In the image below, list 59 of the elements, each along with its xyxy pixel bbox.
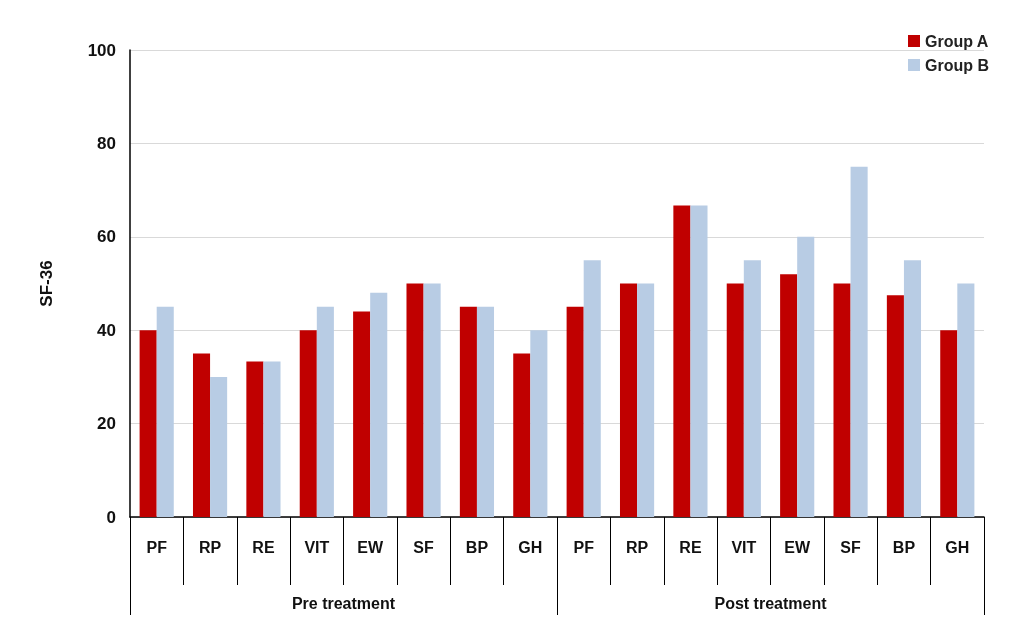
x-tick-label: RP <box>198 538 222 556</box>
bar <box>530 330 548 517</box>
bar <box>780 274 798 517</box>
text: Post treatment <box>714 594 828 612</box>
bar <box>797 236 815 517</box>
bar <box>316 306 334 517</box>
bar <box>957 283 975 517</box>
bar <box>850 166 868 517</box>
x-tick-label: PF <box>573 538 595 556</box>
x-tick-label: BP <box>465 538 489 556</box>
bar <box>353 311 371 517</box>
x-tick-label: PF <box>146 538 168 556</box>
x-tick-label: RE <box>679 538 702 556</box>
bar <box>833 283 851 517</box>
x-tick-label: VIT <box>304 538 330 556</box>
bar <box>637 283 655 517</box>
bar <box>210 376 228 517</box>
x-tick-label: GH <box>945 538 970 556</box>
bar <box>583 260 601 517</box>
x-tick-label: SF <box>413 538 435 556</box>
text: Pre treatment <box>291 594 396 612</box>
bar <box>423 283 441 517</box>
bar <box>513 353 531 517</box>
legend-label: Group A <box>925 32 989 50</box>
x-tick-label: BP <box>892 538 916 556</box>
y-tick-label: 40 <box>97 320 116 340</box>
bar <box>886 295 904 517</box>
bar <box>619 283 638 517</box>
bar <box>156 306 174 517</box>
y-tick-label: 20 <box>97 414 116 434</box>
x-tick-label: RP <box>625 538 649 556</box>
bar <box>459 306 477 517</box>
x-tick-label: GH <box>518 538 543 556</box>
x-tick-label: RE <box>252 538 275 556</box>
bar <box>192 353 211 517</box>
bar <box>406 283 424 517</box>
y-tick-label: 80 <box>97 133 116 153</box>
bar <box>743 260 761 517</box>
x-tick-label: SF <box>840 538 862 556</box>
y-tick-label: 100 <box>87 40 116 60</box>
bar <box>263 361 281 517</box>
bar <box>139 330 157 517</box>
y-axis-title: SF-36 <box>37 260 56 307</box>
y-tick-label: 0 <box>106 507 116 527</box>
bar <box>903 260 922 517</box>
legend-label: Group B <box>925 56 990 74</box>
bar <box>476 306 495 517</box>
bar <box>940 330 958 517</box>
x-tick-label: EW <box>784 538 811 556</box>
x-tick-label: EW <box>357 538 384 556</box>
x-tick-label: VIT <box>731 538 757 556</box>
bar <box>566 306 584 517</box>
y-tick-label: 60 <box>97 227 116 247</box>
bar <box>299 330 317 517</box>
bar <box>370 292 388 517</box>
bar <box>726 283 744 517</box>
bar <box>673 205 691 517</box>
bar <box>690 205 708 517</box>
bar <box>246 361 264 517</box>
